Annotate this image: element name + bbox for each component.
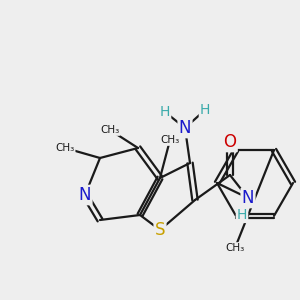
Text: N: N — [79, 186, 91, 204]
Text: H: H — [160, 105, 170, 119]
Text: H: H — [237, 208, 247, 222]
Text: N: N — [179, 119, 191, 137]
Text: S: S — [155, 221, 165, 239]
Text: O: O — [224, 133, 236, 151]
Text: N: N — [242, 189, 254, 207]
Text: CH₃: CH₃ — [225, 243, 244, 253]
Text: CH₃: CH₃ — [56, 143, 75, 153]
Text: CH₃: CH₃ — [100, 125, 120, 135]
Text: H: H — [200, 103, 210, 117]
Text: CH₃: CH₃ — [160, 135, 180, 145]
